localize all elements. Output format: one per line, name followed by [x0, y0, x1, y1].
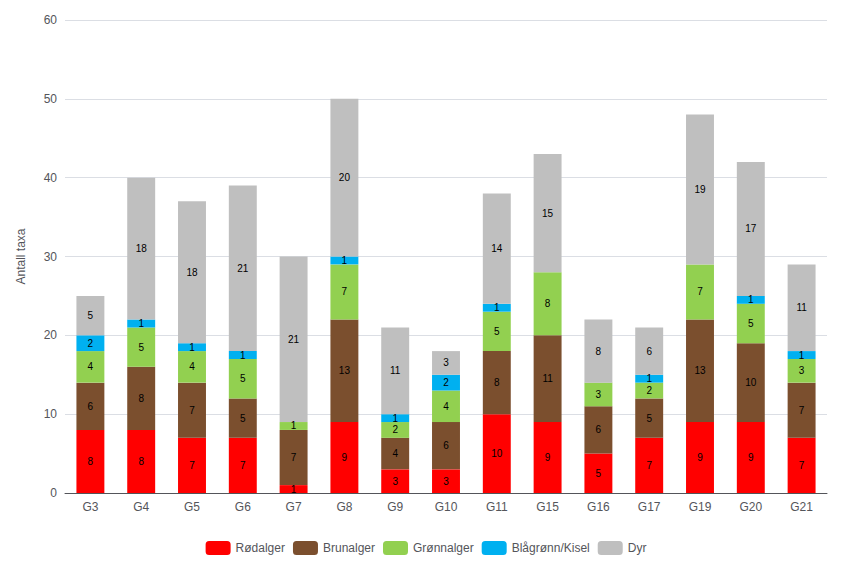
svg-text:10: 10: [745, 377, 757, 388]
svg-text:5: 5: [240, 413, 246, 424]
svg-text:G11: G11: [486, 500, 508, 514]
svg-text:7: 7: [342, 286, 348, 297]
svg-text:G21: G21: [790, 500, 813, 514]
svg-text:3: 3: [799, 365, 805, 376]
svg-text:1: 1: [646, 373, 652, 384]
svg-text:10: 10: [44, 407, 58, 421]
svg-text:G10: G10: [435, 500, 458, 514]
svg-text:G20: G20: [739, 500, 762, 514]
svg-text:Dyr: Dyr: [628, 541, 647, 555]
svg-text:8: 8: [596, 346, 602, 357]
svg-text:6: 6: [646, 346, 652, 357]
svg-text:G4: G4: [133, 500, 149, 514]
svg-text:18: 18: [136, 243, 148, 254]
svg-text:G17: G17: [638, 500, 661, 514]
svg-text:6: 6: [88, 401, 94, 412]
svg-text:15: 15: [542, 208, 554, 219]
svg-text:7: 7: [646, 460, 652, 471]
svg-text:5: 5: [494, 326, 500, 337]
svg-text:18: 18: [186, 267, 198, 278]
svg-text:11: 11: [542, 373, 553, 384]
svg-text:4: 4: [392, 448, 398, 459]
svg-text:2: 2: [88, 338, 94, 349]
svg-text:8: 8: [494, 377, 500, 388]
svg-text:4: 4: [189, 361, 195, 372]
svg-text:14: 14: [491, 243, 503, 254]
svg-text:G19: G19: [689, 500, 712, 514]
svg-text:G16: G16: [587, 500, 610, 514]
svg-text:21: 21: [237, 263, 249, 274]
svg-text:7: 7: [697, 286, 703, 297]
svg-text:1: 1: [240, 350, 246, 361]
svg-text:9: 9: [748, 452, 754, 463]
svg-text:1: 1: [494, 302, 500, 313]
svg-text:20: 20: [44, 328, 58, 342]
svg-text:5: 5: [138, 342, 144, 353]
svg-text:1: 1: [291, 420, 297, 431]
svg-text:G9: G9: [387, 500, 403, 514]
svg-text:13: 13: [339, 365, 351, 376]
svg-text:21: 21: [288, 334, 300, 345]
svg-text:2: 2: [646, 385, 652, 396]
svg-text:1: 1: [291, 484, 297, 495]
svg-text:5: 5: [646, 413, 652, 424]
svg-text:11: 11: [390, 365, 401, 376]
svg-text:G15: G15: [536, 500, 559, 514]
svg-text:7: 7: [189, 405, 195, 416]
svg-text:G7: G7: [286, 500, 302, 514]
svg-text:17: 17: [745, 223, 757, 234]
svg-text:8: 8: [88, 456, 94, 467]
svg-text:8: 8: [138, 393, 144, 404]
svg-text:2: 2: [392, 424, 398, 435]
svg-text:0: 0: [50, 486, 57, 500]
svg-text:3: 3: [443, 357, 449, 368]
svg-text:4: 4: [443, 401, 449, 412]
svg-text:13: 13: [694, 365, 706, 376]
svg-text:9: 9: [342, 452, 348, 463]
svg-text:G8: G8: [336, 500, 352, 514]
svg-text:5: 5: [88, 310, 94, 321]
svg-text:Rødalger: Rødalger: [236, 541, 285, 555]
svg-text:11: 11: [796, 302, 807, 313]
svg-text:Grønnalger: Grønnalger: [413, 541, 474, 555]
svg-text:7: 7: [799, 460, 805, 471]
svg-text:1: 1: [799, 350, 805, 361]
svg-text:G5: G5: [184, 500, 200, 514]
svg-text:Antall taxa: Antall taxa: [14, 228, 28, 284]
svg-text:4: 4: [88, 361, 94, 372]
svg-text:30: 30: [44, 250, 58, 264]
svg-text:1: 1: [748, 294, 754, 305]
svg-text:1: 1: [189, 342, 195, 353]
svg-text:5: 5: [748, 318, 754, 329]
svg-text:5: 5: [596, 468, 602, 479]
svg-text:1: 1: [392, 413, 398, 424]
svg-text:7: 7: [799, 405, 805, 416]
svg-text:20: 20: [339, 172, 351, 183]
svg-text:6: 6: [443, 440, 449, 451]
svg-text:3: 3: [596, 389, 602, 400]
svg-text:60: 60: [44, 13, 58, 27]
svg-text:10: 10: [491, 448, 503, 459]
svg-text:19: 19: [694, 184, 706, 195]
svg-text:2: 2: [443, 377, 449, 388]
svg-text:8: 8: [545, 298, 551, 309]
svg-text:9: 9: [545, 452, 551, 463]
svg-text:Blågrønn/Kisel: Blågrønn/Kisel: [512, 541, 590, 555]
svg-text:1: 1: [138, 318, 144, 329]
svg-text:1: 1: [342, 255, 348, 266]
svg-text:Brunalger: Brunalger: [323, 541, 375, 555]
svg-text:7: 7: [189, 460, 195, 471]
svg-text:5: 5: [240, 373, 246, 384]
svg-text:G3: G3: [82, 500, 98, 514]
svg-text:40: 40: [44, 171, 58, 185]
svg-text:6: 6: [596, 424, 602, 435]
svg-text:9: 9: [697, 452, 703, 463]
svg-text:G6: G6: [235, 500, 251, 514]
svg-text:50: 50: [44, 92, 58, 106]
svg-text:7: 7: [291, 452, 297, 463]
svg-text:7: 7: [240, 460, 246, 471]
svg-text:3: 3: [443, 476, 449, 487]
svg-text:8: 8: [138, 456, 144, 467]
svg-text:3: 3: [392, 476, 398, 487]
